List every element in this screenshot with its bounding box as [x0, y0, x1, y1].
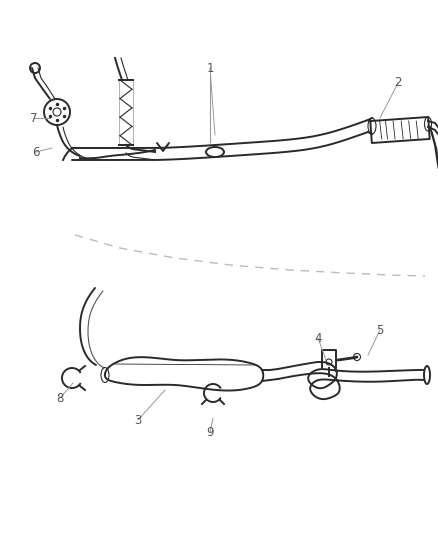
Text: 6: 6 [32, 146, 40, 158]
Text: 3: 3 [134, 414, 141, 426]
Text: 1: 1 [206, 61, 214, 75]
Text: 9: 9 [206, 425, 214, 439]
Text: 4: 4 [314, 332, 322, 344]
Text: 8: 8 [57, 392, 64, 405]
Text: 7: 7 [30, 111, 38, 125]
Text: 5: 5 [376, 324, 384, 336]
Ellipse shape [206, 147, 224, 157]
Ellipse shape [424, 366, 430, 384]
Text: 2: 2 [394, 77, 402, 90]
